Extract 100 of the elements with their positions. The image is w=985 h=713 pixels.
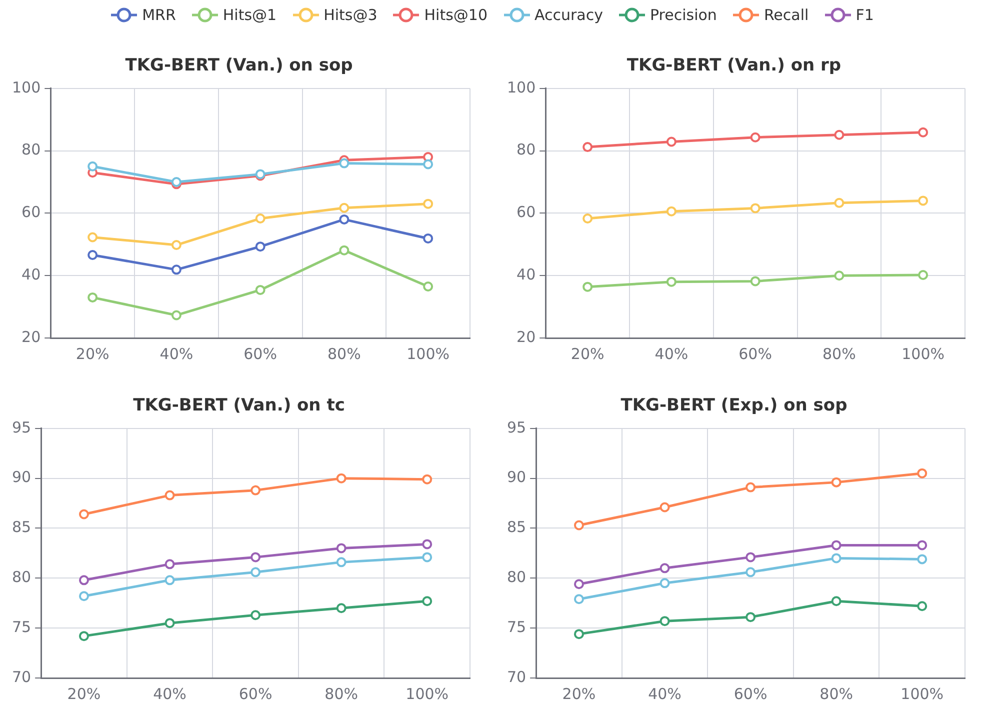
point: [831, 553, 842, 564]
point: [422, 552, 432, 562]
y-tick-label: 85: [12, 518, 32, 536]
x-tick-label: 40%: [654, 344, 688, 363]
x-tick-label: 80%: [820, 684, 853, 703]
legend-label: Recall: [764, 6, 809, 24]
point: [750, 276, 760, 286]
y-tick-label: 75: [506, 618, 526, 636]
chart-title: TKG-BERT (Van.) on sop: [125, 56, 353, 76]
x-tick-label: 20%: [76, 344, 110, 363]
x-tick-label: 100%: [406, 684, 449, 703]
x-tick-label: 60%: [734, 684, 768, 703]
point: [164, 559, 175, 570]
y-tick-label: 85: [506, 518, 526, 536]
point: [78, 509, 89, 520]
x-tick-label: 20%: [562, 684, 596, 703]
x-tick-label: 60%: [244, 344, 277, 363]
point: [336, 603, 346, 614]
point: [917, 554, 928, 564]
y-tick-label: 70: [12, 668, 32, 686]
x-tick-label: 40%: [648, 684, 682, 703]
point: [574, 629, 584, 640]
point: [746, 567, 756, 578]
point: [834, 198, 844, 208]
point: [660, 502, 670, 512]
chart-title: TKG-BERT (Van.) on tc: [133, 396, 345, 416]
x-tick-label: 20%: [570, 344, 604, 363]
x-tick-label: 100%: [902, 344, 945, 363]
point: [834, 270, 844, 281]
y-tick-label: 80: [22, 140, 41, 159]
point: [88, 232, 98, 242]
y-tick-label: 80: [12, 568, 32, 586]
point: [423, 198, 434, 209]
point: [831, 540, 842, 550]
y-tick-label: 40: [516, 265, 536, 284]
y-tick-label: 90: [506, 468, 526, 486]
point: [78, 575, 89, 586]
point: [423, 233, 434, 244]
point: [336, 557, 346, 568]
point: [750, 203, 760, 214]
point: [78, 591, 89, 602]
point: [666, 276, 676, 287]
point: [88, 250, 98, 260]
y-tick-label: 95: [506, 418, 526, 436]
point: [918, 270, 928, 280]
point: [339, 245, 350, 256]
point: [78, 631, 89, 642]
point: [164, 618, 175, 628]
x-tick-label: 80%: [328, 344, 361, 363]
x-tick-label: 20%: [67, 684, 101, 703]
point: [666, 136, 676, 147]
point: [574, 594, 584, 604]
point: [746, 552, 756, 562]
point: [831, 596, 842, 606]
x-tick-label: 100%: [900, 684, 944, 703]
point: [582, 214, 593, 224]
point: [746, 612, 756, 622]
point: [336, 473, 346, 484]
point: [574, 520, 584, 530]
point: [171, 177, 182, 187]
point: [339, 158, 350, 168]
y-tick-label: 80: [506, 568, 526, 586]
y-tick-label: 90: [12, 468, 32, 486]
y-tick-label: 40: [22, 265, 41, 284]
legend-label: Hits@1: [222, 6, 277, 24]
point: [171, 310, 182, 320]
y-tick-label: 20: [22, 328, 41, 346]
point: [422, 539, 432, 550]
point: [423, 282, 434, 292]
point: [422, 474, 432, 484]
point: [750, 132, 760, 142]
point: [164, 490, 175, 500]
point: [250, 552, 261, 562]
x-tick-label: 80%: [822, 344, 856, 363]
y-tick-label: 70: [506, 668, 526, 686]
point: [918, 196, 928, 206]
point: [918, 127, 928, 138]
legend-label: F1: [856, 6, 874, 24]
y-tick-label: 75: [12, 618, 32, 636]
point: [336, 543, 346, 554]
point: [917, 601, 928, 612]
point: [250, 485, 261, 496]
point: [339, 214, 350, 224]
y-tick-label: 95: [12, 418, 32, 436]
point: [917, 468, 928, 478]
legend-label: MRR: [142, 6, 176, 24]
point: [88, 292, 98, 302]
y-tick-label: 100: [12, 78, 41, 96]
point: [582, 282, 593, 292]
y-tick-label: 60: [516, 203, 536, 222]
point: [171, 264, 182, 275]
y-tick-label: 100: [506, 78, 536, 96]
chart-title: TKG-BERT (Exp.) on sop: [620, 396, 848, 416]
legend-label: Accuracy: [534, 6, 603, 24]
point: [255, 284, 266, 295]
point: [582, 142, 593, 152]
point: [422, 596, 432, 606]
point: [660, 578, 670, 588]
legend-label: Hits@3: [324, 6, 378, 24]
point: [917, 540, 928, 550]
